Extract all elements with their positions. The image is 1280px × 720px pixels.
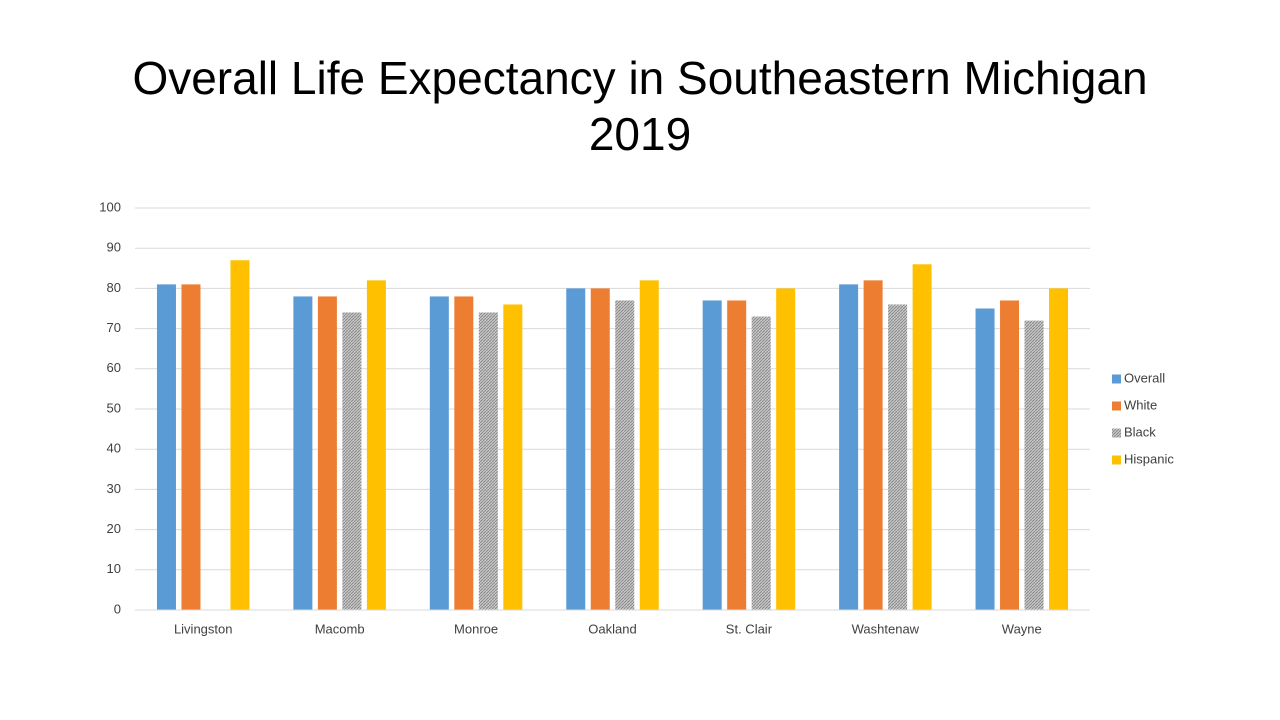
x-tick-label: Macomb — [315, 621, 365, 636]
bar — [454, 296, 474, 610]
bar — [317, 296, 337, 610]
x-tick-label: Monroe — [454, 621, 498, 636]
bar — [590, 288, 610, 610]
bar — [776, 288, 796, 610]
bar — [1000, 300, 1020, 610]
legend-label: Overall — [1124, 370, 1165, 385]
y-tick-label: 30 — [107, 481, 121, 496]
y-tick-label: 80 — [107, 280, 121, 295]
y-tick-label: 10 — [107, 561, 121, 576]
y-tick-label: 70 — [107, 320, 121, 335]
bar — [839, 284, 859, 610]
bar — [639, 280, 659, 610]
bar — [366, 280, 386, 610]
x-tick-label: St. Clair — [726, 621, 773, 636]
bar — [230, 260, 250, 610]
bar — [429, 296, 449, 610]
y-tick-label: 40 — [107, 441, 121, 456]
legend-swatch — [1112, 455, 1121, 465]
legend-swatch — [1112, 428, 1121, 438]
bar — [888, 304, 908, 610]
bar — [912, 264, 932, 610]
bar — [293, 296, 313, 610]
bar — [478, 312, 498, 610]
y-tick-label: 100 — [99, 199, 121, 214]
bar — [181, 284, 201, 610]
bar — [751, 316, 771, 610]
bar — [1024, 320, 1044, 610]
bar — [566, 288, 586, 610]
bar — [615, 300, 635, 610]
bar — [975, 308, 995, 610]
legend-swatch — [1112, 374, 1121, 384]
y-tick-label: 60 — [107, 360, 121, 375]
x-tick-label: Wayne — [1002, 621, 1042, 636]
x-tick-label: Livingston — [174, 621, 233, 636]
bar — [863, 280, 883, 610]
bar — [1049, 288, 1069, 610]
legend-label: White — [1124, 397, 1157, 412]
chart-title: Overall Life Expectancy in Southeastern … — [132, 52, 1148, 160]
bar — [727, 300, 747, 610]
legend-label: Hispanic — [1124, 451, 1174, 466]
bar — [503, 304, 523, 610]
legend-label: Black — [1124, 424, 1156, 439]
y-tick-label: 50 — [107, 400, 121, 415]
bar — [156, 284, 176, 610]
title-box: Overall Life Expectancy in Southeastern … — [0, 50, 1280, 162]
x-tick-label: Washtenaw — [852, 621, 920, 636]
y-tick-label: 90 — [107, 240, 121, 255]
legend-swatch — [1112, 401, 1121, 411]
bar — [702, 300, 722, 610]
x-tick-label: Oakland — [588, 621, 636, 636]
y-tick-label: 0 — [114, 601, 121, 616]
bar — [342, 312, 362, 610]
y-tick-label: 20 — [107, 521, 121, 536]
